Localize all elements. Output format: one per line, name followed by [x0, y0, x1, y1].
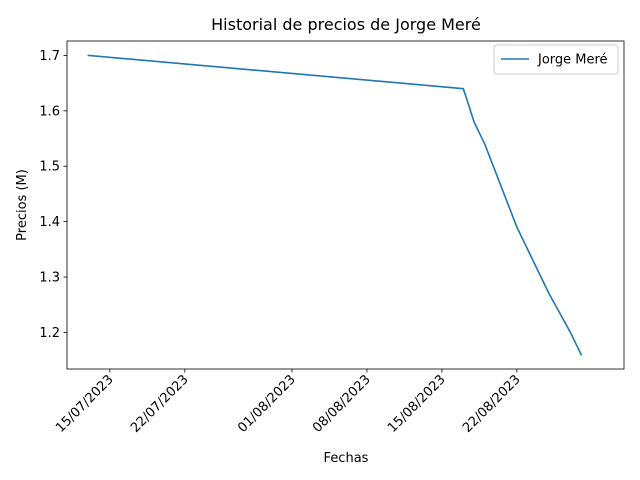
- chart-title: Historial de precios de Jorge Meré: [211, 15, 481, 34]
- x-tick-label: 22/08/2023: [460, 372, 524, 436]
- x-tick-label: 01/08/2023: [235, 372, 299, 436]
- legend-box: [493, 44, 619, 75]
- x-axis-label: Fechas: [324, 451, 369, 466]
- x-tick-label: 15/07/2023: [53, 372, 117, 436]
- plot-area: [66, 40, 625, 370]
- plot-frame: [66, 40, 625, 370]
- x-tick-label: 15/08/2023: [385, 372, 449, 436]
- y-axis-label: Precios (M): [15, 169, 30, 241]
- x-tick-label: 22/07/2023: [128, 372, 192, 436]
- x-tick-label: 08/08/2023: [310, 372, 374, 436]
- series-layer: [87, 54, 583, 356]
- series-line-0: [87, 54, 583, 356]
- legend-label: Jorge Meré: [537, 53, 608, 68]
- y-axis: 1.2 1.3 1.4 1.5 1.6 1.7: [39, 49, 67, 341]
- plot-background: [67, 41, 624, 369]
- y-tick-label: 1.2: [39, 326, 60, 341]
- y-tick-label: 1.7: [39, 49, 60, 64]
- y-tick-label: 1.5: [39, 160, 60, 175]
- legend: Jorge Meré: [493, 44, 619, 75]
- y-tick-label: 1.3: [39, 271, 60, 286]
- x-axis: 15/07/2023 22/07/2023 01/08/2023 08/08/2023…: [53, 369, 524, 436]
- y-tick-label: 1.4: [39, 215, 60, 230]
- y-tick-label: 1.6: [39, 104, 60, 119]
